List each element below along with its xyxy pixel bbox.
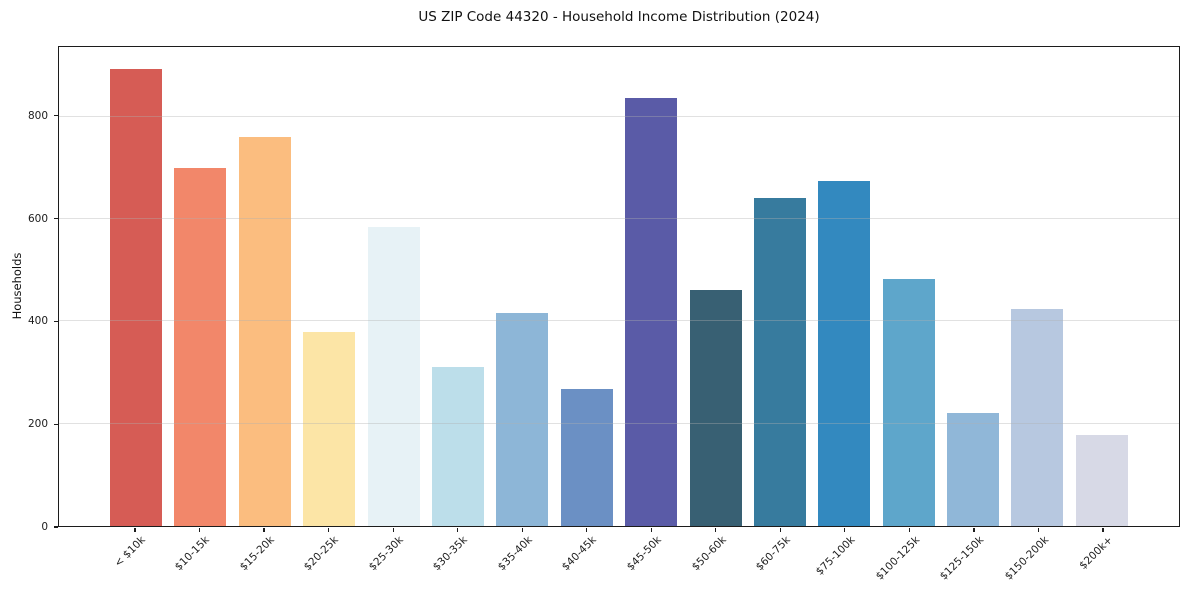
y-tick-mark-200 <box>54 423 58 425</box>
x-tick-label-$45-50k: $45-50k <box>624 534 664 574</box>
x-tick-label-$35-40k: $35-40k <box>495 534 535 574</box>
y-tick-mark-0 <box>54 526 58 528</box>
x-tick-mark-$150-200k <box>1037 528 1040 532</box>
bar-$75-100k <box>818 181 871 526</box>
bar-$35-40k <box>496 312 549 526</box>
bar-$45-50k <box>625 98 678 526</box>
x-tick-mark-$15-20k <box>263 528 265 532</box>
bar-$15-20k <box>238 136 291 526</box>
x-tick-mark-$25-30k <box>392 528 394 532</box>
x-tick-mark-$30-35k <box>457 528 459 532</box>
y-tick-mark-400 <box>54 320 58 323</box>
x-tick-mark-$100-125k <box>908 528 910 532</box>
x-tick-label-$150-200k: $150-200k <box>1002 534 1051 583</box>
y-axis-label: Households <box>10 252 24 320</box>
x-tick-label-$40-45k: $40-45k <box>560 534 600 574</box>
x-tick-label-$200k+: $200k+ <box>1077 534 1116 572</box>
x-tick-label-$50-60k: $50-60k <box>689 534 729 574</box>
x-tick-label-$25-30k: $25-30k <box>366 534 406 574</box>
bar-$20-25k <box>303 331 356 526</box>
y-tick-mark-600 <box>54 218 58 220</box>
x-tick-label-$20-25k: $20-25k <box>302 534 342 574</box>
x-tick-mark-$50-60k <box>715 528 717 532</box>
y-tick-label-800: 800 <box>27 109 48 122</box>
bar-$125-150k <box>947 413 1000 526</box>
bar-$40-45k <box>560 388 613 526</box>
y-tick-label-200: 200 <box>27 418 48 431</box>
x-tick-label-$30-35k: $30-35k <box>431 534 471 574</box>
bars-container <box>59 47 1179 526</box>
plot-area <box>58 46 1180 527</box>
x-tick-mark-$60-75k <box>779 528 781 532</box>
x-tick-mark-$35-40k <box>521 528 523 532</box>
bar-$60-75k <box>753 198 806 526</box>
x-tick-label-$125-150k: $125-150k <box>937 534 987 583</box>
bar-$150-200k <box>1011 309 1064 526</box>
bar-$10-15k <box>174 167 227 526</box>
y-tick-mark-800 <box>54 115 58 117</box>
bar-$50-60k <box>689 289 742 526</box>
bar-$25-30k <box>367 226 420 526</box>
x-tick-label-$100-125k: $100-125k <box>873 534 922 583</box>
y-tick-label-0: 0 <box>41 521 48 533</box>
x-tick-mark-$125-150k <box>973 528 975 532</box>
x-tick-mark-$20-25k <box>328 528 330 532</box>
x-tick-mark-$45-50k <box>650 528 652 532</box>
bar-$100-125k <box>882 278 935 526</box>
y-tick-label-400: 400 <box>27 315 48 328</box>
x-tick-label-< $10k: < $10k <box>111 534 148 570</box>
x-tick-mark-< $10k <box>134 528 136 532</box>
bar-$200k+ <box>1075 435 1128 526</box>
x-tick-label-$10-15k: $10-15k <box>172 534 213 574</box>
x-tick-mark-$10-15k <box>198 528 201 532</box>
x-tick-mark-$75-100k <box>844 528 846 532</box>
chart-title: US ZIP Code 44320 - Household Income Dis… <box>418 9 820 25</box>
x-tick-mark-$40-45k <box>586 528 588 532</box>
bar-$30-35k <box>431 366 484 526</box>
x-tick-label-$15-20k: $15-20k <box>237 534 277 574</box>
x-tick-label-$75-100k: $75-100k <box>813 534 858 578</box>
y-tick-label-600: 600 <box>27 212 48 225</box>
x-tick-mark-$200k+ <box>1102 528 1104 532</box>
x-tick-label-$60-75k: $60-75k <box>753 534 793 574</box>
bar-< $10k <box>110 68 162 526</box>
